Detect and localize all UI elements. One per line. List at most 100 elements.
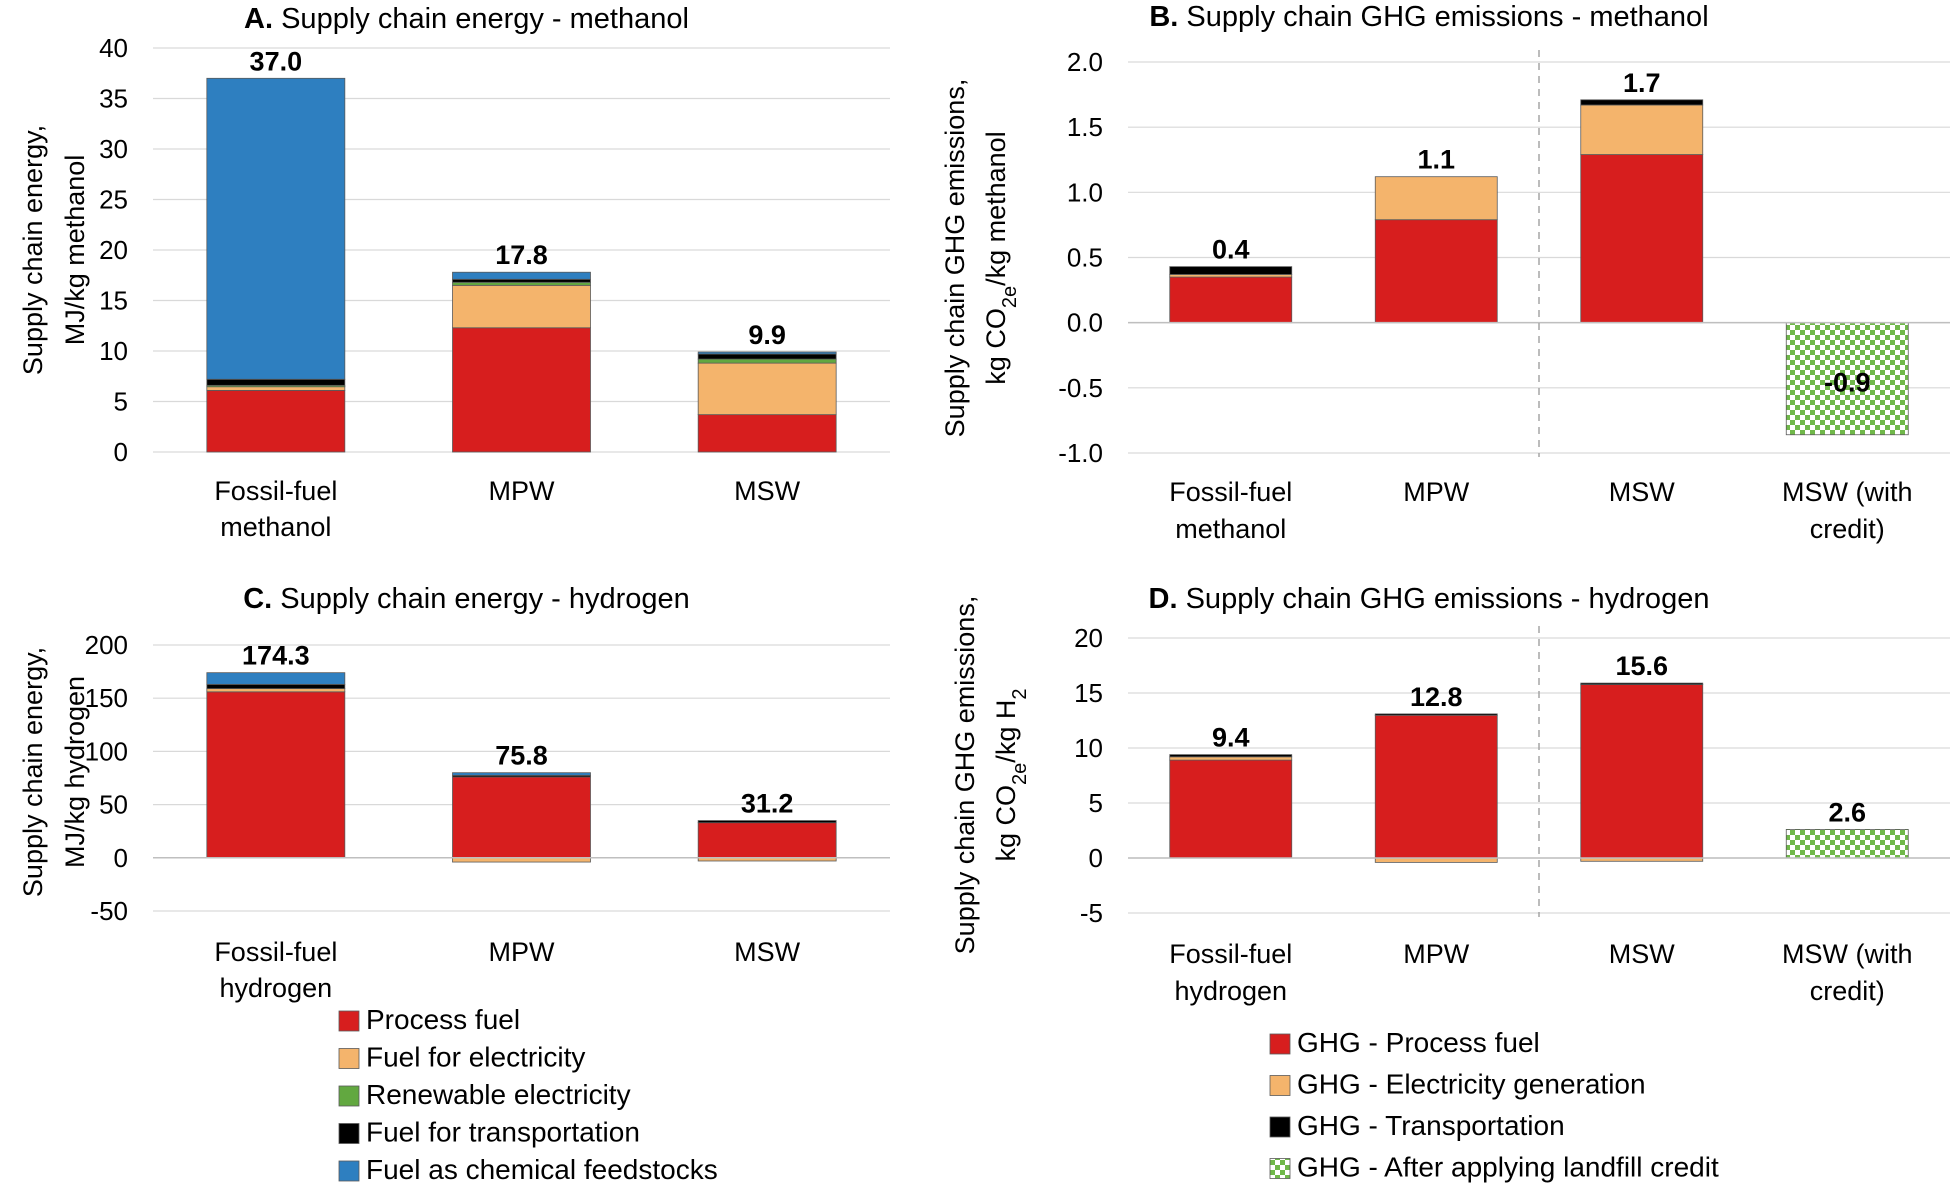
panel-letter: B. [1149,1,1186,33]
y-tick-label: 1.0 [1067,177,1103,207]
y-axis-label-line: kg CO2e/kg H2 [991,689,1031,862]
category-label: MSW [734,476,801,506]
subscript: 2e [999,286,1021,308]
y-tick-label: -50 [90,896,128,926]
legend-swatch [1269,1033,1291,1055]
bar-segment-fuel-as-chemical-feedstocks [206,77,346,380]
y-axis-label-line: Supply chain energy, [18,647,48,897]
label-part: kg CO [991,785,1021,862]
bar-segment-fuel-for-transportation [452,278,591,283]
bar-segment-ghg-process-fuel [1374,714,1498,859]
category-label: MSW [1609,477,1676,507]
y-tick-label: 20 [1074,623,1103,653]
data-label: 174.3 [242,641,310,671]
category-label: Fossil-fuel [214,476,337,506]
chart-title: C. Supply chain energy - hydrogen [243,583,690,615]
bar-segment-process-fuel [697,822,837,859]
bar-segment-fuel-as-chemical-feedstocks [206,672,346,685]
data-label: 1.7 [1623,68,1661,98]
category-label: MPW [1403,939,1470,969]
data-label: 15.6 [1615,651,1668,681]
bar-segment-ghg-transportation [1169,266,1293,275]
label-part: /kg methanol [981,131,1011,286]
bar-segment-process-fuel [452,327,591,453]
category-label: Fossil-fuel [214,937,337,967]
y-tick-label: 15 [1074,678,1103,708]
legend-label: GHG - Transportation [1297,1110,1565,1141]
y-axis-label-line: kg CO2e/kg methanol [981,131,1021,384]
panel-letter: C. [243,583,280,615]
y-tick-label: -1.0 [1058,438,1103,468]
data-label: 75.8 [495,741,548,771]
legend-swatch [338,1160,360,1182]
category-label: MSW [1609,939,1676,969]
category-label: credit) [1810,514,1885,544]
chart-title-text: Supply chain GHG emissions - methanol [1186,1,1708,33]
y-tick-label: 30 [99,134,128,164]
category-label: methanol [1175,514,1286,544]
category-label: Fossil-fuel [1169,939,1292,969]
y-axis-label-line: MJ/kg hydrogen [60,676,90,868]
category-label: credit) [1810,976,1885,1006]
bar-segment-ghg-process-fuel [1580,683,1704,859]
bar-segment-process-fuel [452,776,591,859]
bar-segment-process-fuel [697,414,837,453]
legend-swatch [338,1010,360,1032]
y-tick-label: 40 [99,33,128,63]
legend-swatch [338,1048,360,1069]
data-label: 9.9 [748,320,786,350]
legend-label: GHG - Electricity generation [1297,1069,1646,1100]
bar-segment-fuel-for-transportation [206,378,346,386]
category-label: MPW [489,937,556,967]
y-axis-label-line: Supply chain GHG emissions, [950,596,980,955]
bar-segment-ghg-transportation [1374,713,1498,716]
y-axis-label: Supply chain GHG emissions, kg CO2e/kg me… [940,79,1021,438]
chart-title-text: Supply chain energy - hydrogen [280,583,689,615]
bar-segment-ghg-after-applying-landfill-credit [1785,322,1909,436]
y-axis-label-line: MJ/kg methanol [60,155,90,346]
y-axis-label: Supply chain energy, MJ/kg hydrogen [18,647,90,897]
legend-label: Renewable electricity [366,1079,631,1110]
legend-swatch [1269,1075,1291,1096]
legend-label: Fuel for transportation [366,1117,640,1148]
data-label: 1.1 [1417,145,1455,175]
chart-title: D. Supply chain GHG emissions - hydrogen [1149,583,1710,615]
category-label: hydrogen [220,973,333,1003]
y-tick-label: 200 [85,630,128,660]
legend-label: Process fuel [366,1004,520,1035]
y-axis-label: Supply chain energy, MJ/kg methanol [18,125,90,375]
panel-letter: D. [1149,583,1186,615]
chart-title-text: Supply chain energy - methanol [281,3,689,35]
bar-segment-fuel-for-transportation [206,683,346,690]
y-tick-label: 0.0 [1067,308,1103,338]
bar-segment-ghg-after-applying-landfill-credit [1785,829,1909,859]
bar-segment-renewable-electricity [452,281,591,286]
category-label: hydrogen [1174,976,1287,1006]
data-label: -0.9 [1824,367,1871,397]
y-tick-label: 0 [1089,843,1103,873]
panel-letter: A. [244,3,281,35]
bar-segment-fuel-for-electricity [452,284,591,329]
legend-label: GHG - Process fuel [1297,1027,1540,1058]
bar-segment-process-fuel [206,389,346,453]
y-tick-label: 10 [1074,733,1103,763]
bar-segment-ghg-process-fuel [1169,276,1293,324]
bar-segment-ghg-electricity-generation [1374,176,1498,221]
y-tick-label: 100 [85,736,128,766]
legend-swatch [338,1123,360,1144]
y-tick-label: 35 [99,84,128,114]
legend-label: Fuel as chemical feedstocks [366,1154,718,1185]
category-label: methanol [220,512,331,542]
bar-segment-fuel-as-chemical-feedstocks [452,271,591,280]
data-label: 12.8 [1410,682,1463,712]
label-part: /kg [991,719,1021,763]
category-label: Fossil-fuel [1169,477,1292,507]
y-tick-label: 0.5 [1067,243,1103,273]
category-label: MPW [1403,477,1470,507]
chart-panel-b: B. Supply chain GHG emissions - methanol… [940,1,1950,544]
bar-segment-ghg-process-fuel [1169,759,1293,859]
category-label: MSW (with [1782,939,1913,969]
data-label: 9.4 [1212,723,1250,753]
legend-swatch [1269,1116,1291,1138]
